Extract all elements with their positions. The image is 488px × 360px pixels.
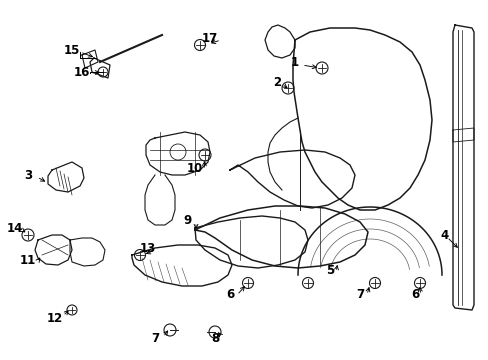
Text: 17: 17 <box>202 32 218 45</box>
Text: 7: 7 <box>355 288 364 302</box>
Text: 7: 7 <box>151 332 159 345</box>
Text: 4: 4 <box>440 229 448 242</box>
Text: 6: 6 <box>225 288 234 302</box>
Text: 3: 3 <box>24 168 32 181</box>
Text: 2: 2 <box>272 76 281 89</box>
Text: 15: 15 <box>63 44 80 57</box>
Text: 9: 9 <box>183 213 192 226</box>
Text: 16: 16 <box>74 66 90 78</box>
Text: 13: 13 <box>140 242 156 255</box>
Text: 12: 12 <box>47 311 63 324</box>
Text: 1: 1 <box>290 55 299 68</box>
Text: 14: 14 <box>7 221 23 234</box>
Text: 6: 6 <box>410 288 418 302</box>
Text: 5: 5 <box>325 264 333 276</box>
Text: 10: 10 <box>186 162 203 175</box>
Text: 8: 8 <box>210 332 219 345</box>
Text: 11: 11 <box>20 253 36 266</box>
